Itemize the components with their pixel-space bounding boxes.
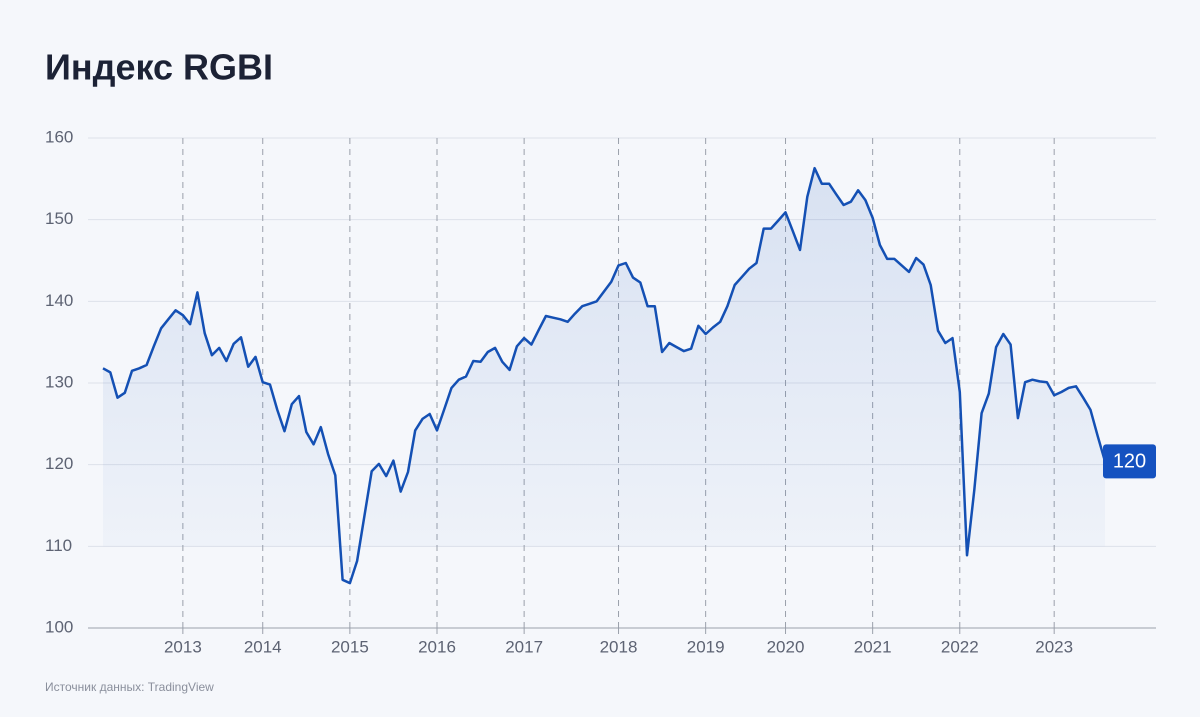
x-tick-label: 2023 bbox=[1035, 637, 1073, 656]
x-tick-label: 2017 bbox=[505, 637, 543, 656]
value-label: 120 bbox=[1113, 451, 1146, 473]
area-fill bbox=[103, 168, 1105, 584]
x-tick-label: 2018 bbox=[600, 637, 638, 656]
y-tick-label: 160 bbox=[45, 127, 73, 146]
x-tick-label: 2019 bbox=[687, 637, 725, 656]
x-tick-label: 2021 bbox=[854, 637, 892, 656]
chart-title: Индекс RGBI bbox=[45, 47, 273, 88]
line bbox=[102, 166, 1107, 585]
x-tick-label: 2014 bbox=[244, 637, 282, 656]
y-tick-label: 150 bbox=[45, 209, 73, 228]
value-label-box bbox=[1103, 444, 1156, 479]
x-tick-label: 2013 bbox=[164, 637, 202, 656]
y-tick-label: 110 bbox=[45, 536, 72, 555]
x-tick-label: 2015 bbox=[331, 637, 369, 656]
x-tick-label: 2016 bbox=[418, 637, 456, 656]
y-tick-label: 130 bbox=[45, 372, 73, 391]
y-tick-label: 100 bbox=[45, 617, 73, 636]
y-tick-label: 120 bbox=[45, 454, 73, 473]
x-tick-label: 2020 bbox=[767, 637, 805, 656]
y-tick-label: 140 bbox=[45, 291, 73, 310]
x-tick-label: 2022 bbox=[941, 637, 979, 656]
source-note: Источник данных: TradingView bbox=[45, 680, 214, 694]
